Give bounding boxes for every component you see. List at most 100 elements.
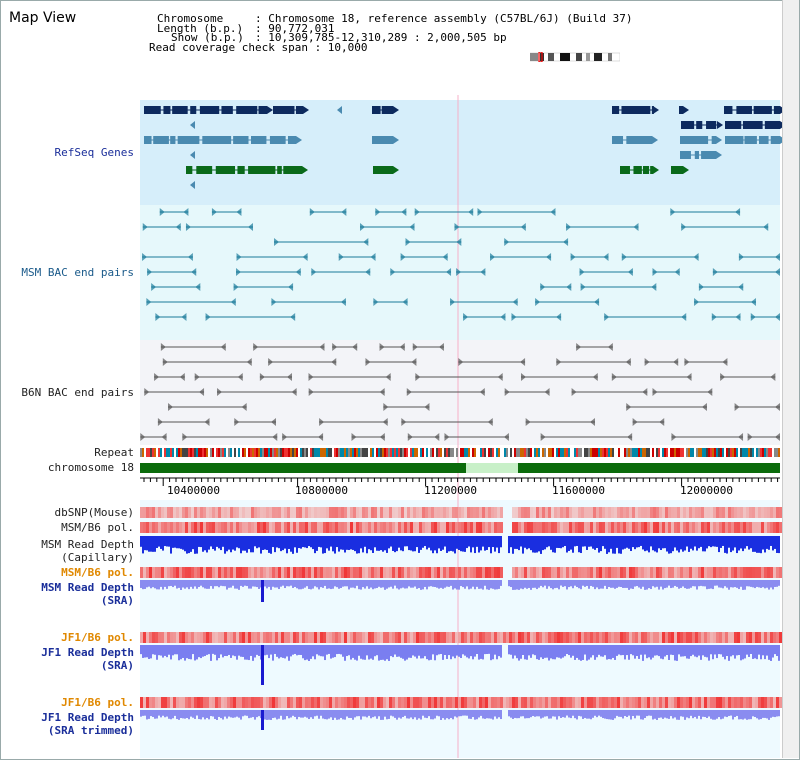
depth-bar: [772, 536, 774, 551]
bac-end-icon: [750, 313, 756, 321]
depth-bar: [562, 645, 564, 658]
dbsnp-label[interactable]: dbSNP(Mouse): [54, 506, 134, 519]
pol-heat-cell: [632, 632, 635, 643]
depth-bar: [756, 645, 758, 660]
bac-end-icon: [318, 433, 324, 441]
msm-b6-pol-sra-label[interactable]: MSM/B6 pol.: [61, 566, 134, 579]
pol-heat-cell: [674, 507, 677, 518]
jf1-read-depth-trim-label[interactable]: JF1 Read Depth: [41, 711, 134, 724]
pol-heat-cell: [143, 522, 146, 533]
depth-bar: [390, 580, 392, 587]
depth-bar: [640, 645, 642, 655]
jf1-read-depth-sra-label[interactable]: JF1 Read Depth: [41, 646, 134, 659]
pol-heat-cell: [143, 567, 146, 578]
chromosome-label[interactable]: chromosome 18: [47, 461, 134, 474]
bac-end-icon: [775, 403, 780, 411]
depth-bar: [752, 710, 754, 717]
depth-bar: [636, 580, 638, 587]
depth-bar: [564, 710, 566, 718]
pol-heat-cell: [242, 632, 245, 643]
depth-bar: [292, 710, 294, 716]
repeat-label[interactable]: Repeat: [94, 446, 134, 459]
bac-end-icon: [651, 283, 657, 291]
depth-bar: [550, 645, 552, 659]
msm-b6-pol-label[interactable]: MSM/B6 pol.: [61, 521, 134, 534]
pol-heat-cell: [362, 567, 365, 578]
depth-bar: [342, 710, 344, 720]
pol-heat-cell: [191, 697, 194, 708]
depth-bar: [576, 645, 578, 658]
gene-exon: [269, 136, 286, 144]
pol-heat-cell: [314, 522, 317, 533]
pol-heat-cell: [419, 507, 422, 518]
depth-bar: [612, 645, 614, 658]
depth-bar: [160, 580, 162, 587]
depth-bar: [316, 580, 318, 588]
depth-bar: [210, 645, 212, 661]
depth-bar: [446, 645, 448, 659]
pol-heat-cell: [335, 522, 338, 533]
pol-heat-cell: [629, 567, 632, 578]
depth-bar: [538, 580, 540, 588]
pol-heat-cell: [518, 522, 521, 533]
repeat-mark: [558, 448, 560, 457]
depth-bar: [694, 710, 696, 717]
depth-bar: [268, 580, 270, 587]
pol-heat-cell: [314, 632, 317, 643]
bac-end-icon: [750, 298, 756, 306]
repeat-mark: [598, 448, 600, 457]
pol-heat-cell: [662, 507, 665, 518]
depth-bar: [162, 710, 164, 716]
jf1-b6-pol-trim-label[interactable]: JF1/B6 pol.: [61, 696, 134, 709]
depth-bar: [686, 536, 688, 547]
b6n-bac-label[interactable]: B6N BAC end pairs: [21, 386, 134, 399]
depth-bar: [222, 580, 224, 587]
depth-bar: [524, 710, 526, 719]
bac-end-icon: [282, 433, 288, 441]
bac-end-icon: [390, 268, 396, 276]
pol-heat-cell: [176, 507, 179, 518]
msm-read-depth-sra-label[interactable]: MSM Read Depth: [41, 581, 134, 594]
depth-bar: [312, 710, 314, 719]
pol-heat-cell: [566, 507, 569, 518]
bac-end-icon: [331, 358, 337, 366]
depth-bar: [588, 710, 590, 719]
depth-bar: [600, 645, 602, 657]
msm-read-depth-capillary-label[interactable]: MSM Read Depth: [41, 538, 134, 551]
bac-end-icon: [566, 283, 572, 291]
repeat-mark: [422, 448, 424, 457]
depth-bar: [318, 536, 320, 547]
depth-bar: [414, 580, 416, 587]
depth-bar: [208, 645, 210, 655]
depth-bar: [180, 710, 182, 719]
pol-heat-cell: [587, 632, 590, 643]
msm-bac-label[interactable]: MSM BAC end pairs: [21, 266, 134, 279]
depth-bar: [352, 645, 354, 658]
depth-bar: [224, 710, 226, 717]
depth-bar: [568, 536, 570, 551]
depth-bar: [600, 580, 602, 589]
depth-bar: [270, 536, 272, 554]
pol-heat-cell: [203, 507, 206, 518]
depth-bar: [660, 536, 662, 551]
pol-heat-cell: [686, 507, 689, 518]
pol-heat-cell: [191, 567, 194, 578]
refseq-label[interactable]: RefSeq Genes: [54, 146, 134, 159]
depth-bar: [300, 645, 302, 655]
pol-heat-cell: [275, 697, 278, 708]
depth-bar: [342, 580, 344, 587]
pol-heat-cell: [560, 697, 563, 708]
pol-heat-cell: [149, 697, 152, 708]
vertical-scrollbar[interactable]: [782, 0, 799, 758]
repeat-mark: [254, 448, 256, 457]
pol-heat-cell: [209, 522, 212, 533]
chromosome-ideogram[interactable]: [530, 52, 620, 62]
bac-end-icon: [520, 373, 526, 381]
pol-heat-cell: [704, 507, 707, 518]
pol-heat-cell: [254, 507, 257, 518]
repeat-mark: [600, 448, 602, 457]
pol-heat-cell: [269, 697, 272, 708]
pol-heat-cell: [740, 507, 743, 518]
jf1-b6-pol-label[interactable]: JF1/B6 pol.: [61, 631, 134, 644]
